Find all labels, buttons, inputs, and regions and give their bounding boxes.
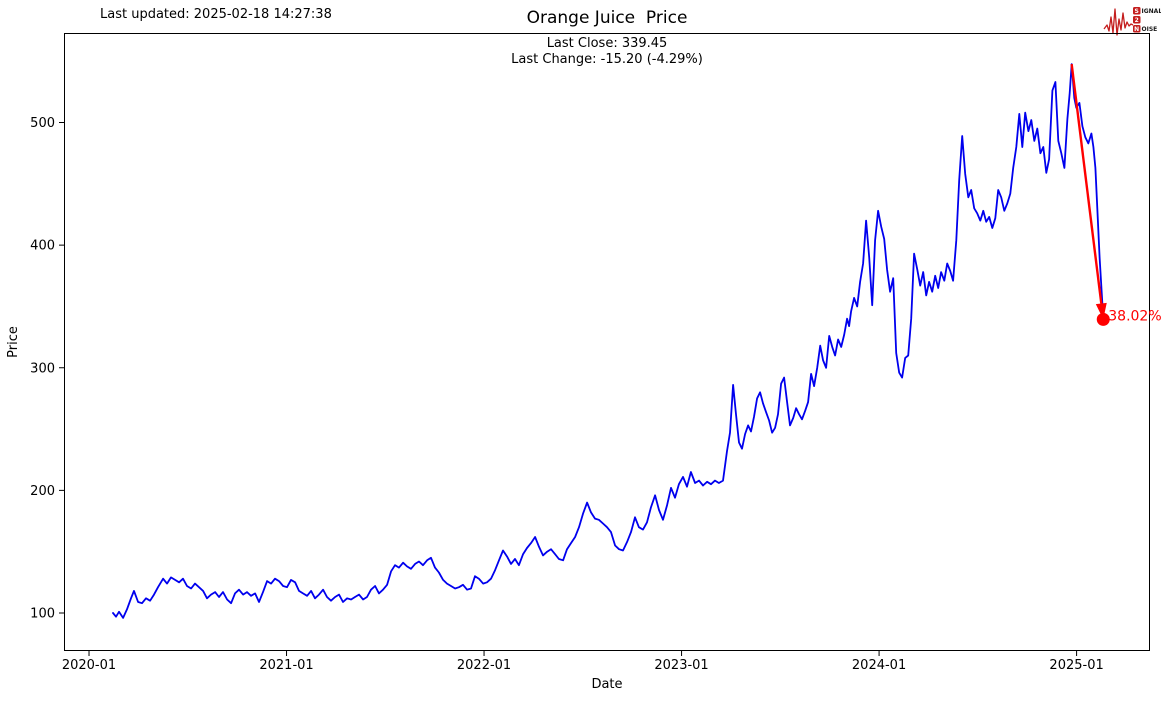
drawdown-dot: [1096, 312, 1110, 326]
price-line: [112, 63, 1105, 619]
logo-word-noise: OISE: [1142, 26, 1158, 33]
logo-word-signal: IGNAL: [1142, 8, 1162, 15]
y-tick-label: 300: [30, 361, 55, 376]
x-axis-label: Date: [591, 677, 622, 692]
y-tick-label: 500: [30, 116, 55, 131]
waveform-icon: [1103, 8, 1134, 36]
logo-letter-2: 2: [1135, 17, 1139, 24]
logo-letter-s: S: [1135, 8, 1139, 15]
logo-box-s: [1133, 7, 1141, 15]
page-title: Orange Juice Price: [526, 8, 688, 28]
x-tick-label: 2023-01: [654, 658, 708, 673]
logo-box-n: [1133, 25, 1141, 33]
drawdown-line: [1070, 63, 1103, 304]
logo-wordmark: S IGNAL 2 N OISE: [1133, 7, 1161, 33]
y-tick-label: 400: [30, 239, 55, 254]
x-tick-label: 2020-01: [62, 658, 116, 673]
logo-letter-n: N: [1134, 26, 1139, 33]
drawdown-label: 38.02%: [1108, 308, 1161, 324]
last-updated-text: Last updated: 2025-02-18 14:27:38: [100, 7, 332, 22]
x-tick-label: 2021-01: [259, 658, 313, 673]
x-tick-label: 2024-01: [852, 658, 906, 673]
x-tick-label: 2022-01: [457, 658, 511, 673]
plot-border: [64, 33, 1150, 651]
logo-box-2: [1133, 16, 1141, 24]
signal2noise-logo: S IGNAL 2 N OISE: [1103, 7, 1161, 36]
y-tick-label: 100: [30, 606, 55, 621]
last-change-text: Last Change: -15.20 (-4.29%): [511, 52, 703, 67]
last-close-text: Last Close: 339.45: [546, 36, 668, 51]
y-axis-label: Price: [6, 326, 21, 358]
y-tick-label: 200: [30, 484, 55, 499]
x-tick-label: 2025-01: [1049, 658, 1103, 673]
